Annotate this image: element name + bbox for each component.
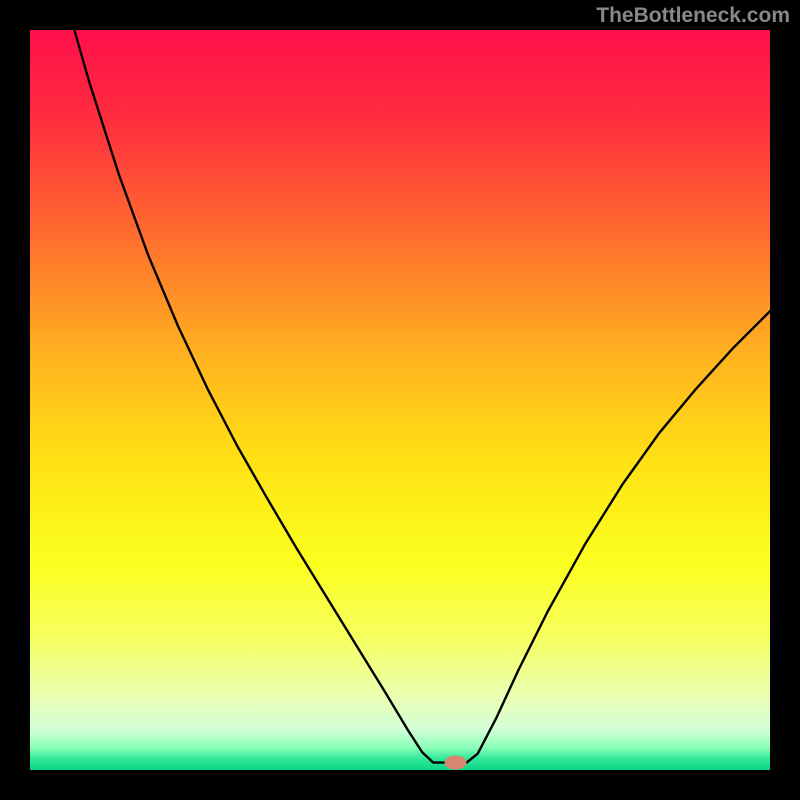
watermark-text: TheBottleneck.com bbox=[596, 4, 790, 28]
chart-frame: TheBottleneck.com bbox=[0, 0, 800, 800]
optimum-marker bbox=[445, 756, 467, 770]
plot-svg bbox=[30, 30, 770, 770]
plot-area bbox=[30, 30, 770, 770]
gradient-background bbox=[30, 30, 770, 770]
